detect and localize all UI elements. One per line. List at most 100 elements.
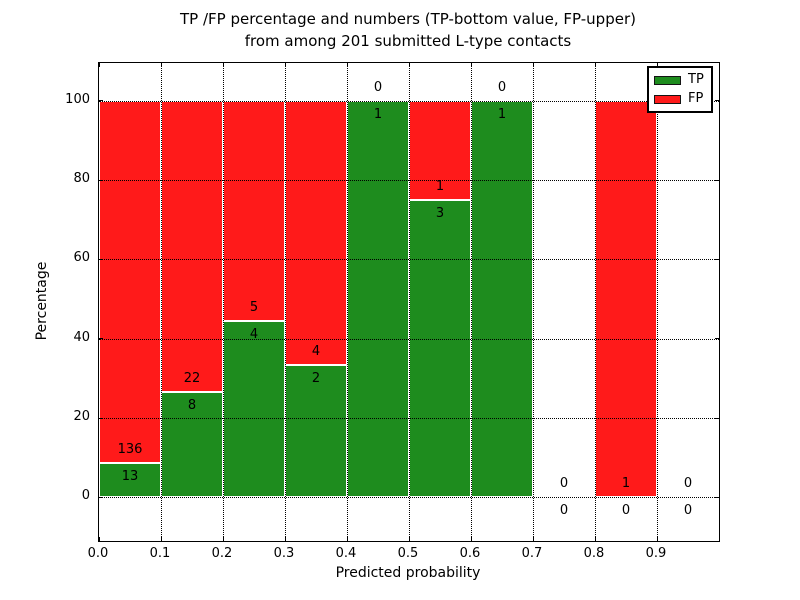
fp-bar-segment [99,100,161,463]
y-tick-mark [99,417,103,419]
x-tick-mark [284,63,286,67]
fp-bar-segment [223,100,285,322]
x-tick-mark [98,63,100,67]
y-tick-mark [715,417,719,419]
y-tick-mark [99,100,103,102]
tp-count-label: 13 [121,468,139,484]
x-tick-mark [222,537,224,541]
y-tick-mark [99,496,103,498]
y-tick-mark [715,258,719,260]
horizontal-gridline [99,100,719,102]
tp-count-label: 8 [187,397,197,413]
vertical-gridline [657,63,658,541]
fp-count-label: 0 [559,476,569,492]
fp-count-label: 1 [621,476,631,492]
fp-bar-segment [409,100,471,200]
tp-count-label: 0 [683,503,693,519]
x-tick-label: 0.2 [211,546,233,561]
vertical-gridline [161,63,162,541]
fp-bar-segment [161,100,223,392]
chart-title: TP /FP percentage and numbers (TP-bottom… [98,8,718,52]
x-tick-label: 0.0 [87,546,109,561]
x-tick-label: 0.8 [583,546,605,561]
x-tick-mark [470,537,472,541]
y-tick-mark [715,100,719,102]
x-tick-label: 0.6 [459,546,481,561]
tp-bar-segment [471,100,533,498]
y-tick-label: 0 [81,488,90,504]
x-tick-label: 0.9 [645,546,667,561]
y-tick-mark [715,496,719,498]
tp-count-label: 3 [435,205,445,221]
vertical-gridline [223,63,224,541]
tp-legend-label: TP [688,72,704,87]
y-tick-label: 20 [73,409,90,425]
x-tick-mark [408,63,410,67]
x-tick-mark [594,63,596,67]
y-tick-label: 100 [65,91,90,107]
x-tick-label: 0.5 [397,546,419,561]
x-tick-mark [222,63,224,67]
y-tick-label: 80 [73,171,90,187]
legend-entry-tp: TP [654,73,711,87]
tp-count-label: 1 [373,106,383,122]
y-tick-label: 60 [73,250,90,266]
vertical-gridline [533,63,534,541]
tp-count-label: 0 [621,503,631,519]
legend-entry-fp: FP [654,92,711,106]
x-tick-mark [346,63,348,67]
x-tick-mark [532,537,534,541]
fp-bar-segment [595,100,657,498]
tp-count-label: 2 [311,371,321,387]
y-tick-mark [99,179,103,181]
vertical-gridline [595,63,596,541]
x-tick-mark [656,537,658,541]
horizontal-gridline [99,497,719,499]
fp-count-label: 0 [373,79,383,95]
fp-count-label: 4 [311,344,321,360]
fp-count-label: 136 [117,441,143,457]
chart-title-line2: from among 201 submitted L-type contacts [244,32,572,50]
y-tick-label: 40 [73,329,90,345]
y-tick-mark [99,258,103,260]
x-tick-mark [160,537,162,541]
fp-bar-segment [285,100,347,366]
vertical-gridline [285,63,286,541]
fp-count-label: 5 [249,300,259,316]
legend: TP FP [647,66,713,113]
x-tick-mark [160,63,162,67]
tp-bar-segment [347,100,409,498]
horizontal-gridline [99,180,719,182]
fp-count-label: 0 [683,476,693,492]
x-tick-mark [408,537,410,541]
x-tick-mark [532,63,534,67]
fp-legend-label: FP [688,91,704,106]
fp-count-label: 0 [497,79,507,95]
horizontal-gridline [99,338,719,340]
plot-area: 136 13 22 8 5 4 4 2 0 1 1 3 0 1 0 0 1 0 0 0 [98,62,720,542]
x-tick-mark [346,537,348,541]
x-tick-mark [470,63,472,67]
horizontal-gridline [99,259,719,261]
tp-bar-segment [223,321,285,498]
tp-count-label: 1 [497,106,507,122]
tp-legend-swatch [654,75,681,85]
vertical-gridline [409,63,410,541]
tp-count-label: 4 [249,327,259,343]
x-tick-mark [98,537,100,541]
fp-legend-swatch [654,94,681,104]
x-axis-label: Predicted probability [335,565,481,581]
vertical-gridline [347,63,348,541]
y-tick-mark [715,338,719,340]
y-tick-mark [99,338,103,340]
fp-count-label: 1 [435,178,445,194]
x-tick-label: 0.3 [273,546,295,561]
x-tick-label: 0.7 [521,546,543,561]
x-tick-label: 0.1 [149,546,171,561]
x-tick-mark [284,537,286,541]
x-tick-mark [656,63,658,67]
vertical-gridline [471,63,472,541]
y-axis-label: Percentage [34,261,50,341]
tp-count-label: 0 [559,503,569,519]
